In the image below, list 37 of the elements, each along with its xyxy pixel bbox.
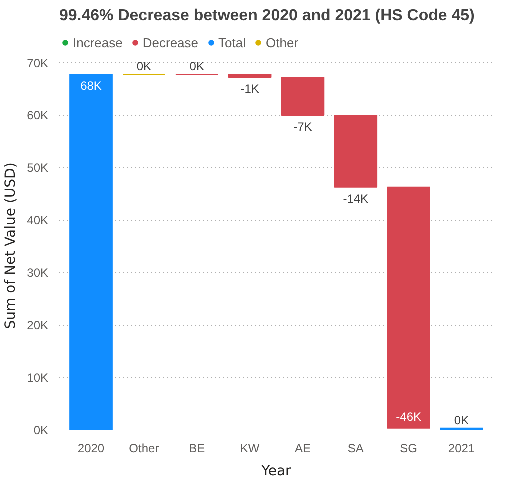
text: 0K [136,60,152,74]
y-tick-label: 60K [27,108,49,122]
text: -1K [240,82,260,96]
x-tick-label: KW [240,442,260,456]
legend-label: Decrease [142,35,199,50]
bar [334,114,378,188]
text: 68K [80,78,102,93]
bar [281,77,325,116]
x-tick-label: SG [400,442,418,456]
x-tick-label: 2020 [78,442,105,456]
legend-label: Increase [73,35,123,50]
x-tick-label: BE [189,442,206,456]
x-axis-title: Year [260,464,292,480]
y-tick-label: 20K [27,318,49,332]
bar [440,428,484,430]
y-tick-label: 10K [27,370,49,385]
x-tick-label: Other [129,442,160,456]
x-tick-label: SA [348,442,364,456]
text: -7K [294,120,312,134]
legend-label: Total [218,35,246,50]
y-axis-title: Sum of Net Value (USD) [3,162,20,330]
y-tick-label: 50K [27,160,49,175]
x-tick-label: 2021 [448,442,476,456]
text: -14K [343,192,369,206]
text: 0K [190,60,204,74]
text: 0K [454,414,470,428]
y-tick-label: 0K [34,424,49,438]
bar [70,74,113,430]
legend-label: Other [266,35,298,50]
y-tick-label: 30K [27,266,49,280]
y-tick-label: 40K [27,213,49,228]
x-tick-label: AE [294,442,311,456]
y-tick-label: 70K [27,56,49,70]
text: -46K [396,410,422,424]
bar [228,74,272,78]
chart-title: 99.46% Decrease between 2020 and 2021 (HS Code 45) [60,8,475,24]
bar [387,186,430,429]
